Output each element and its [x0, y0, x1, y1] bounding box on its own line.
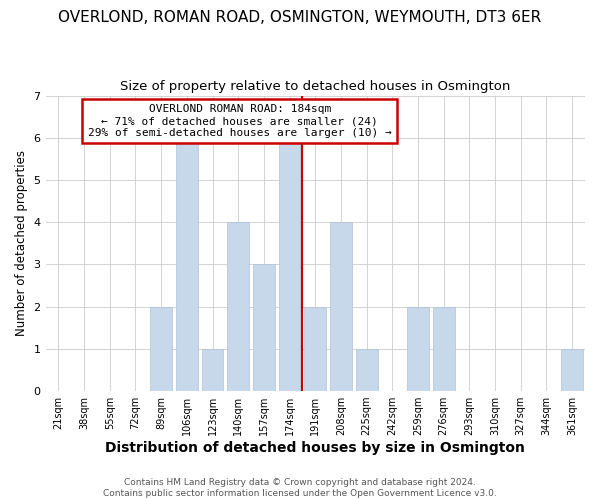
Bar: [407, 306, 429, 391]
Bar: [150, 306, 172, 391]
Bar: [356, 349, 377, 391]
Title: Size of property relative to detached houses in Osmington: Size of property relative to detached ho…: [120, 80, 511, 93]
Bar: [330, 222, 352, 391]
Bar: [202, 349, 223, 391]
Bar: [176, 138, 198, 391]
Text: OVERLOND, ROMAN ROAD, OSMINGTON, WEYMOUTH, DT3 6ER: OVERLOND, ROMAN ROAD, OSMINGTON, WEYMOUT…: [58, 10, 542, 25]
X-axis label: Distribution of detached houses by size in Osmington: Distribution of detached houses by size …: [106, 441, 525, 455]
Text: Contains HM Land Registry data © Crown copyright and database right 2024.
Contai: Contains HM Land Registry data © Crown c…: [103, 478, 497, 498]
Y-axis label: Number of detached properties: Number of detached properties: [15, 150, 28, 336]
Bar: [253, 264, 275, 391]
Bar: [561, 349, 583, 391]
Bar: [433, 306, 455, 391]
Bar: [227, 222, 249, 391]
Bar: [278, 138, 301, 391]
Text: OVERLOND ROMAN ROAD: 184sqm
← 71% of detached houses are smaller (24)
29% of sem: OVERLOND ROMAN ROAD: 184sqm ← 71% of det…: [88, 104, 392, 138]
Bar: [304, 306, 326, 391]
